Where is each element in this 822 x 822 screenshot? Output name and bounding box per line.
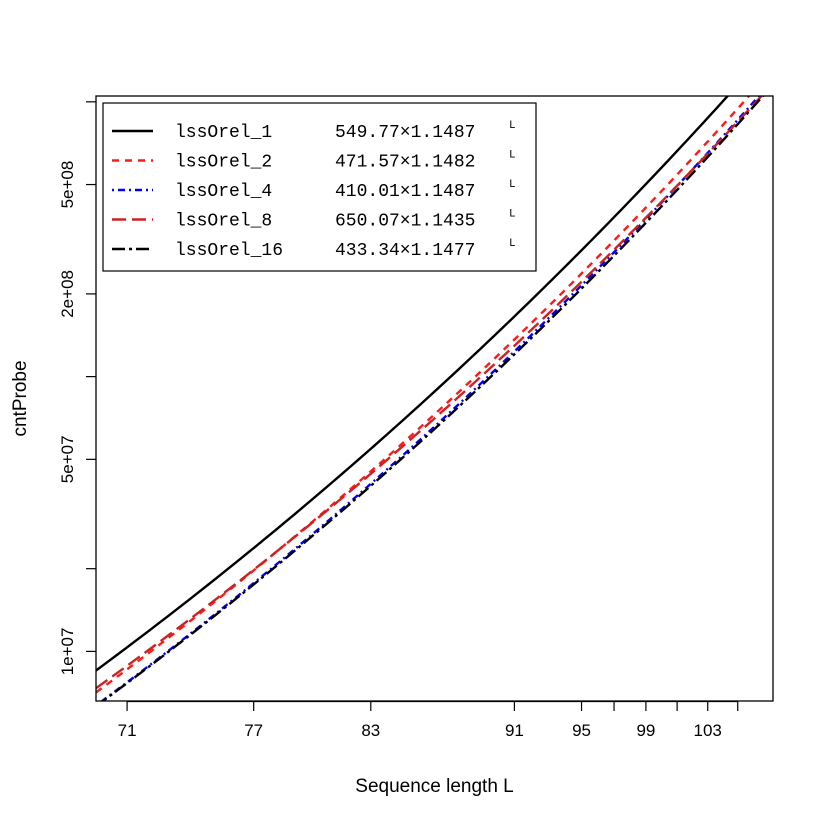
y-tick-label: 2e+08 [58, 270, 77, 318]
x-axis: 71 77 83 91 95 99 103 [118, 700, 739, 740]
legend-formula-lssOrel_1: 549.77×1.1487 [335, 123, 475, 143]
legend-label-lssOrel_8: lssOrel_8 [175, 212, 272, 232]
series-line-lssOrel_16 [100, 96, 765, 701]
legend-exponent-lssOrel_1: L [509, 120, 516, 132]
series-line-lssOrel_8 [96, 96, 764, 690]
legend-label-lssOrel_4: lssOrel_4 [175, 182, 272, 202]
legend-exponent-lssOrel_8: L [509, 209, 516, 221]
legend-label-lssOrel_16: lssOrel_16 [175, 241, 283, 261]
legend-formula-lssOrel_8: 650.07×1.1435 [335, 212, 475, 232]
legend-label-lssOrel_1: lssOrel_1 [175, 123, 272, 143]
series-layer [96, 96, 765, 701]
legend-box [102, 102, 537, 272]
y-axis-title: cntProbe [10, 360, 31, 436]
series-line-lssOrel_1 [96, 96, 730, 672]
legend-formula-lssOrel_4: 410.01×1.1487 [335, 182, 475, 202]
x-tick-label: 83 [361, 721, 380, 740]
legend-formula-lssOrel_16: 433.34×1.1477 [335, 241, 475, 261]
x-tick-label: 95 [572, 721, 591, 740]
x-tick-label: 77 [244, 721, 263, 740]
x-tick-label: 99 [636, 721, 655, 740]
legend-label-lssOrel_2: lssOrel_2 [175, 153, 272, 173]
legend-formula-lssOrel_2: 471.57×1.1482 [335, 153, 475, 173]
x-tick-label: 103 [694, 721, 722, 740]
y-axis: 1e+07 5e+07 2e+08 5e+08 [58, 101, 96, 676]
y-tick-label: 1e+07 [58, 628, 77, 676]
x-tick-label: 91 [505, 721, 524, 740]
y-tick-label: 5e+07 [58, 435, 77, 483]
legend-exponent-lssOrel_4: L [509, 179, 516, 191]
legend-exponent-lssOrel_2: L [509, 150, 516, 162]
y-tick-label: 5e+08 [58, 161, 77, 209]
legend-exponent-lssOrel_16: L [509, 238, 516, 250]
x-axis-title: Sequence length L [355, 776, 513, 797]
x-tick-label: 71 [118, 721, 137, 740]
